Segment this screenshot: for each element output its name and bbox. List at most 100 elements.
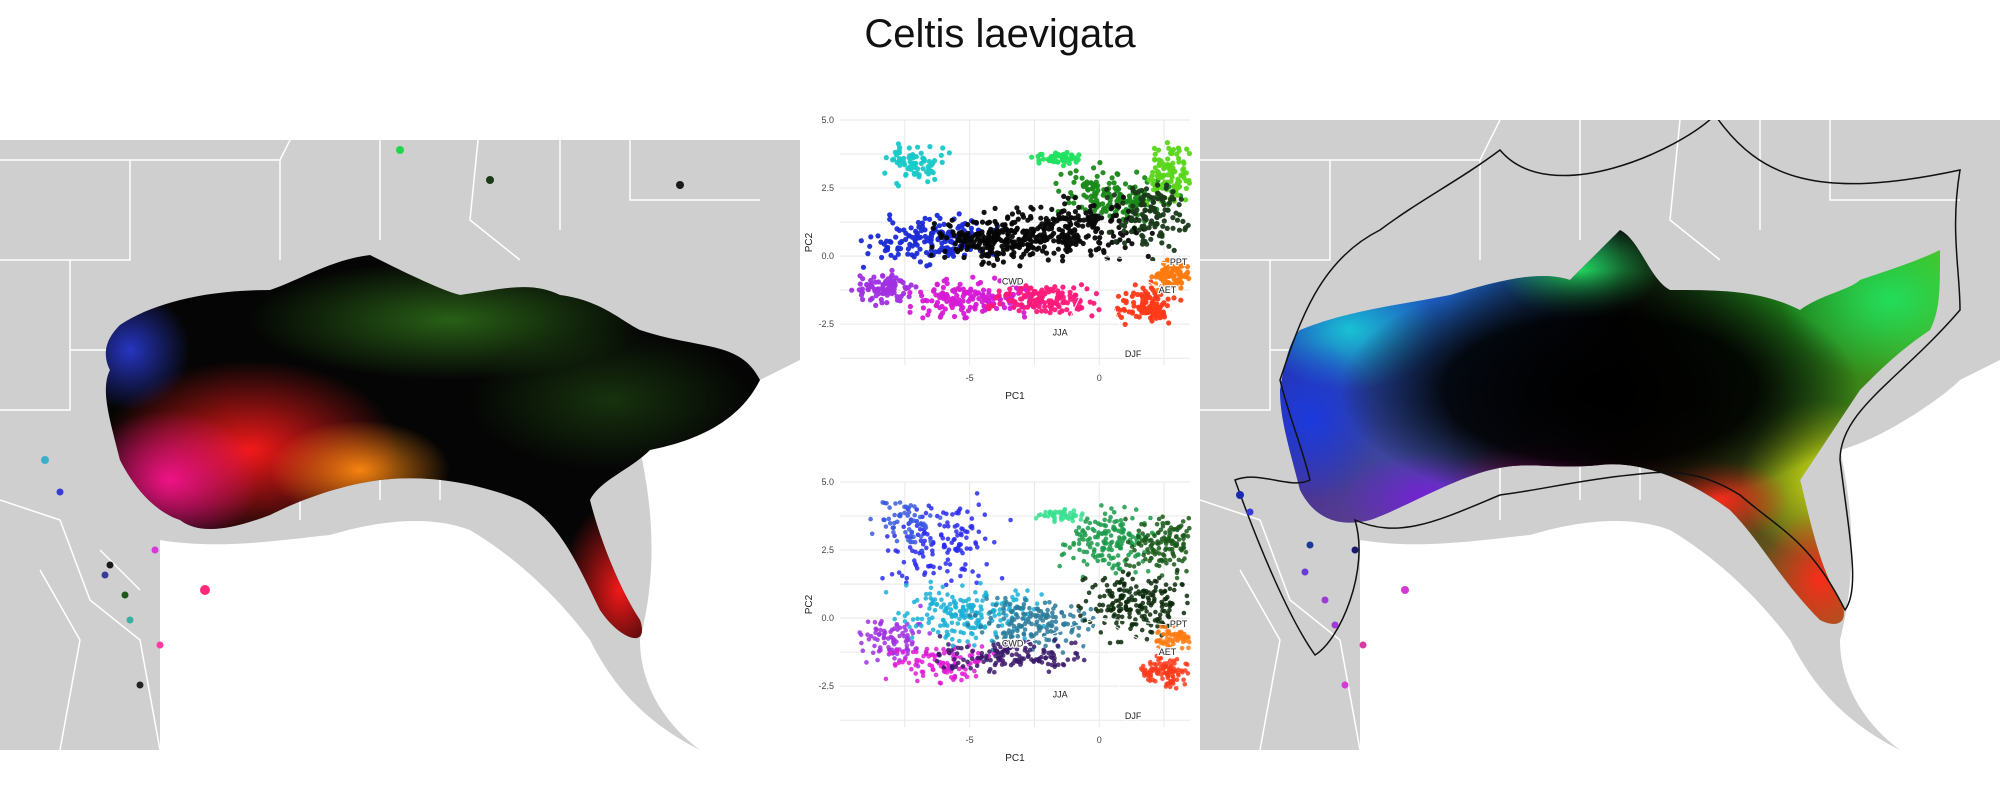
data-point	[960, 298, 966, 304]
data-point	[995, 595, 1000, 601]
loading-vector	[1067, 255, 1100, 322]
data-point	[987, 610, 993, 615]
data-point	[1146, 177, 1152, 183]
data-point	[900, 279, 906, 286]
data-point	[894, 639, 899, 645]
data-point	[1148, 581, 1154, 586]
data-point	[1163, 582, 1169, 587]
data-point	[1015, 216, 1021, 222]
data-point	[942, 524, 947, 529]
data-point	[1122, 321, 1128, 327]
data-point	[1159, 174, 1165, 180]
data-point	[1111, 510, 1117, 515]
data-point	[976, 296, 982, 302]
data-point	[1161, 632, 1166, 637]
data-point	[1068, 215, 1074, 221]
data-point	[1122, 181, 1129, 187]
data-point	[1159, 283, 1165, 289]
data-point	[1043, 509, 1048, 515]
data-point	[1131, 303, 1137, 309]
data-point	[1153, 588, 1158, 593]
data-point	[873, 626, 878, 632]
data-point	[891, 280, 898, 286]
data-point	[1016, 308, 1022, 314]
data-point	[919, 659, 925, 665]
data-point	[1047, 600, 1052, 605]
data-point	[1164, 279, 1170, 285]
data-point	[1020, 214, 1027, 220]
data-point	[1122, 244, 1128, 251]
loading-label-halo: JJA	[1053, 327, 1068, 337]
data-point	[982, 536, 988, 542]
data-point	[915, 678, 920, 684]
data-point	[947, 601, 953, 607]
data-point	[898, 512, 903, 517]
data-point	[1152, 221, 1158, 227]
data-point	[1045, 514, 1051, 519]
data-point	[889, 267, 895, 273]
data-point	[908, 225, 914, 231]
data-point	[993, 660, 999, 666]
data-point	[1186, 180, 1192, 186]
data-point	[1041, 230, 1047, 236]
data-point	[1025, 229, 1031, 236]
data-point	[1170, 189, 1176, 195]
data-point	[962, 672, 968, 677]
data-point	[1181, 677, 1186, 683]
data-point	[979, 644, 985, 649]
data-point	[992, 275, 998, 281]
data-point	[902, 510, 907, 516]
data-point	[1017, 653, 1022, 659]
data-point	[925, 312, 931, 318]
data-point	[944, 235, 950, 241]
data-point	[1076, 525, 1082, 530]
data-point	[931, 570, 936, 576]
data-point	[1038, 204, 1044, 210]
y-tick-label: -2.5	[818, 681, 834, 691]
data-point	[1185, 534, 1191, 539]
data-point	[1097, 594, 1103, 599]
data-point	[1081, 657, 1087, 663]
data-point	[1180, 167, 1186, 173]
data-point	[909, 635, 915, 640]
data-point	[1155, 308, 1161, 315]
data-point	[1017, 289, 1023, 295]
data-point	[910, 649, 916, 655]
data-point	[979, 607, 984, 612]
data-point	[1156, 161, 1162, 167]
data-point	[1041, 226, 1047, 232]
data-point	[950, 253, 957, 259]
data-point	[973, 291, 980, 297]
data-point	[904, 646, 910, 652]
data-point	[988, 615, 993, 621]
data-point	[1162, 588, 1168, 594]
data-point	[969, 608, 975, 614]
data-point	[1149, 230, 1155, 236]
data-point	[937, 522, 942, 528]
data-point	[1093, 179, 1099, 185]
data-point	[1077, 537, 1082, 543]
data-point	[918, 538, 924, 544]
data-point	[1110, 233, 1117, 239]
data-point	[930, 225, 936, 231]
data-point	[1014, 205, 1020, 211]
data-point	[1159, 624, 1164, 629]
loading-label: CWD	[1002, 277, 1024, 287]
data-point	[940, 617, 946, 623]
data-point	[950, 512, 955, 517]
data-point	[1109, 539, 1115, 545]
data-point	[1080, 223, 1086, 229]
data-point	[893, 501, 898, 506]
loading-label-halo: CWD	[1002, 277, 1024, 287]
data-point	[928, 538, 933, 544]
data-point	[1154, 638, 1160, 644]
data-point	[1006, 628, 1012, 633]
data-point	[1141, 617, 1147, 622]
data-point	[906, 145, 912, 151]
data-point	[1021, 632, 1027, 637]
data-point	[960, 550, 965, 556]
data-point	[1176, 148, 1182, 154]
data-point	[1080, 528, 1086, 533]
data-point	[1025, 654, 1031, 659]
